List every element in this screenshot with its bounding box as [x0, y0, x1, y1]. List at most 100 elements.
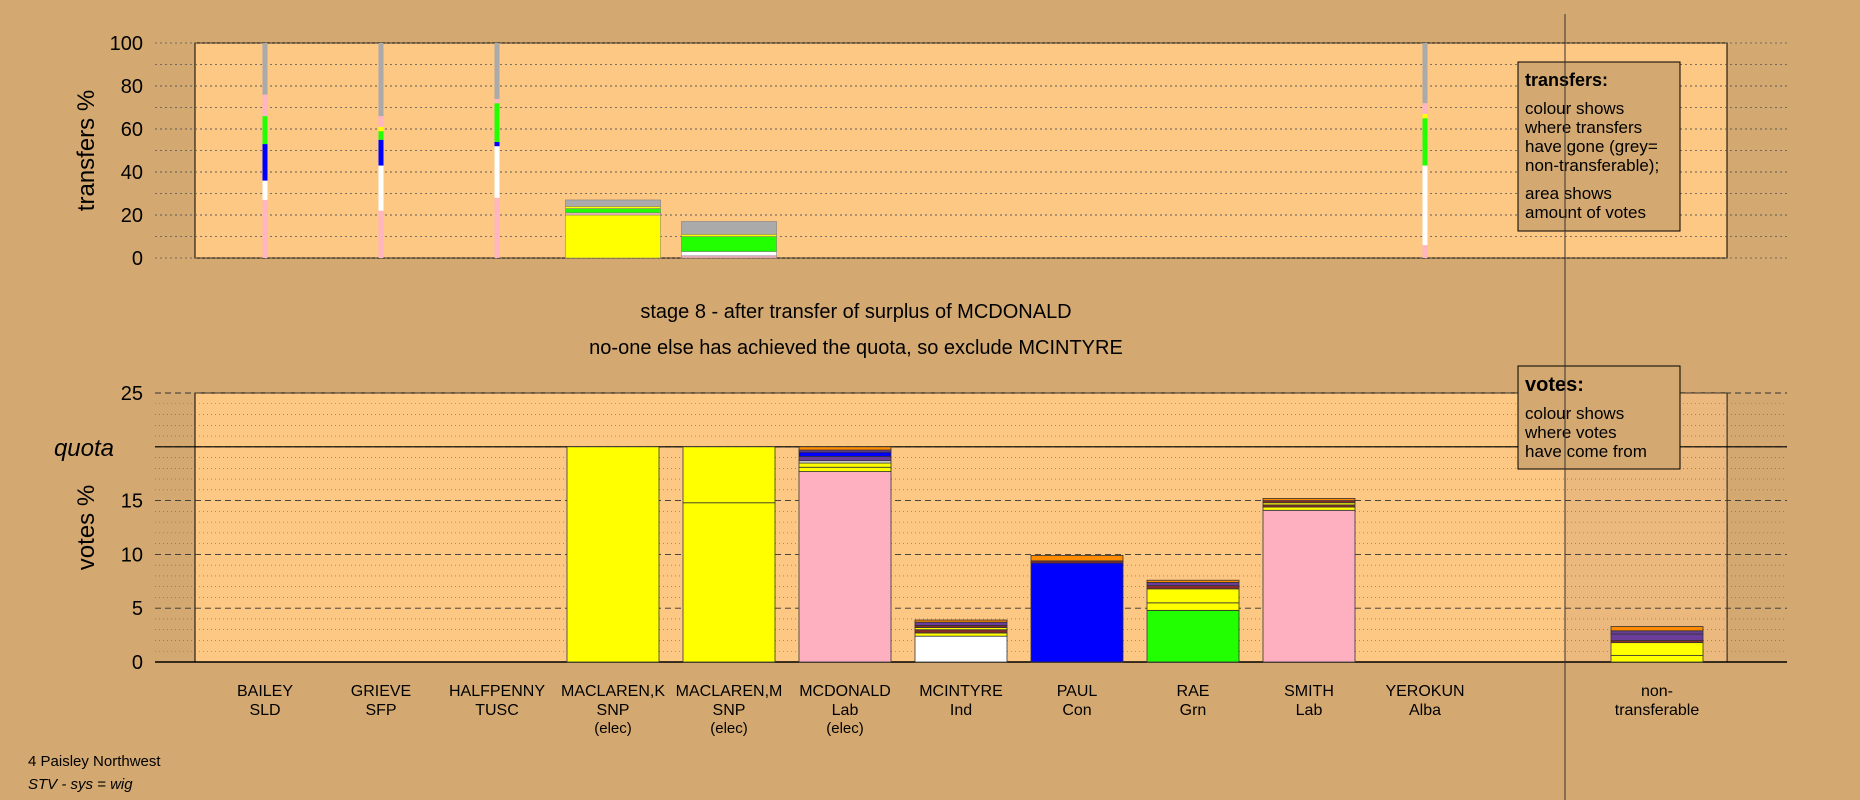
candidate-party-label: Ind [950, 702, 972, 719]
transfer-segment-Ind [681, 251, 777, 257]
legend-votes-title: votes: [1525, 374, 1584, 396]
vote-segment-Con [798, 451, 892, 457]
candidate-party-label: Lab [832, 702, 859, 719]
vote-segment-TUSC [1146, 585, 1240, 590]
transfer-segment-SNP [565, 214, 661, 259]
vote-segment-Alba [1146, 581, 1240, 587]
votes-y-tick-label: 15 [121, 491, 143, 513]
transfer-segment-SLD [1422, 103, 1428, 114]
legend-transfers-line: have gone (grey= [1525, 137, 1658, 156]
vote-segment-SNP [914, 632, 1008, 637]
transfer-segment-Con [494, 141, 500, 147]
transfer-segment-Ind [378, 165, 384, 211]
votes-chart: 0 5 10 15 25 quota votes % BAILEY SLD GRIEVE SFP HA… [54, 383, 1787, 737]
vote-segment-Grn [1146, 609, 1240, 663]
transfer-segment-SNP [1422, 113, 1428, 119]
transfer-segment-SLD [565, 212, 661, 216]
candidate-party-label: SLD [249, 702, 280, 719]
footer-system: STV - sys = wig [28, 776, 133, 793]
vote-segment-SNP [1262, 506, 1356, 511]
candidate-name-label: HALFPENNY [449, 683, 545, 700]
legend-transfers-title: transfers: [1525, 70, 1608, 90]
stage-title: stage 8 - after transfer of surplus of M… [640, 301, 1071, 323]
legend-transfers-line: non-transferable); [1525, 156, 1659, 175]
vote-segment-SNP [1146, 588, 1240, 604]
nontransferable-segment-SNP [1610, 642, 1704, 656]
candidate-name-label: RAE [1177, 683, 1210, 700]
vote-segment-Con [1030, 562, 1124, 663]
transfers-y-tick-label: 40 [121, 162, 143, 184]
candidate-party-label: TUSC [475, 702, 519, 719]
transfer-segment-Grn [262, 116, 268, 145]
transfer-segment-SNP [681, 234, 777, 237]
candidate-status-label: (elec) [594, 720, 632, 737]
candidate-name-label: SMITH [1284, 683, 1334, 700]
vote-segment-SFP [1146, 579, 1240, 583]
nontransferable-label: non- [1641, 683, 1673, 700]
transfers-chart: 0 20 40 60 80 100 transfers % [73, 33, 1787, 270]
transfer-segment-SLD [378, 116, 384, 127]
candidate-party-label: SFP [365, 702, 396, 719]
transfer-segment-SNP [565, 206, 661, 209]
transfers-y-axis-label: transfers % [73, 90, 100, 211]
vote-segment-TUSC [914, 629, 1008, 634]
legend-transfers-line: colour shows [1525, 99, 1624, 118]
transfer-segment-SLD [262, 94, 268, 117]
candidate-party-label: Lab [1296, 702, 1323, 719]
vote-segment-SNP [682, 502, 776, 663]
transfer-segment-Grn [378, 131, 384, 140]
transfers-y-tick-label: 20 [121, 205, 143, 227]
transfer-segment-nontransferable [378, 43, 384, 117]
transfer-segment-Con [378, 139, 384, 166]
transfer-segment-nontransferable [1422, 43, 1428, 104]
transfer-segment-SLD [262, 199, 268, 258]
transfer-segment-Con [262, 144, 268, 181]
candidate-party-label: Con [1062, 702, 1091, 719]
legend-transfers-line: where transfers [1524, 118, 1642, 137]
candidate-party-label: Grn [1180, 702, 1207, 719]
vote-segment-SNP [1146, 602, 1240, 611]
transfer-segment-Grn [1422, 118, 1428, 166]
transfers-y-tick-label: 100 [110, 33, 143, 55]
candidate-status-label: (elec) [826, 720, 864, 737]
candidate-party-label: SNP [597, 702, 630, 719]
transfer-segment-Ind [1422, 165, 1428, 246]
transfer-segment-nontransferable [565, 199, 661, 207]
nontransferable-segment-SNP [1610, 655, 1704, 663]
vote-segment-SNP [566, 446, 660, 663]
candidate-name-label: BAILEY [237, 683, 293, 700]
nontransferable-segment-SFP [1610, 626, 1704, 632]
candidate-name-label: MCINTYRE [919, 683, 1003, 700]
footer-ward: 4 Paisley Northwest [28, 753, 161, 770]
transfer-segment-nontransferable [681, 221, 777, 235]
transfer-segment-nontransferable [262, 43, 268, 95]
candidate-status-label: (elec) [710, 720, 748, 737]
votes-y-axis-label: votes % [73, 485, 100, 570]
votes-y-tick-label: 5 [132, 598, 143, 620]
votes-y-tick-label: 10 [121, 544, 143, 566]
transfer-segment-nontransferable [494, 43, 500, 99]
candidate-name-label: PAUL [1057, 683, 1098, 700]
vote-segment-SNP [798, 466, 892, 472]
candidate-name-label: MACLAREN,M [676, 683, 783, 700]
transfers-y-tick-label: 60 [121, 119, 143, 141]
candidate-name-label: GRIEVE [351, 683, 411, 700]
vote-segment-SNP [682, 446, 776, 504]
legend-transfers-box [1517, 61, 1681, 232]
transfer-segment-SLD [378, 210, 384, 258]
transfer-segment-Grn [681, 236, 777, 252]
transfers-y-tick-label: 80 [121, 76, 143, 98]
legend-votes-line: have come from [1525, 442, 1647, 461]
vote-segment-SFP [798, 446, 892, 451]
legend-transfers-line: amount of votes [1525, 203, 1646, 222]
vote-segment-Alba [914, 621, 1008, 626]
candidate-party-label: Alba [1409, 702, 1441, 719]
transfer-segment-SLD [494, 98, 500, 104]
vote-segment-SFP [1262, 498, 1356, 501]
legend-votes-line: where votes [1524, 423, 1617, 442]
transfer-segment-SNP [378, 126, 384, 132]
transfers-y-tick-label: 0 [132, 248, 143, 270]
vote-segment-Lab [798, 471, 892, 663]
